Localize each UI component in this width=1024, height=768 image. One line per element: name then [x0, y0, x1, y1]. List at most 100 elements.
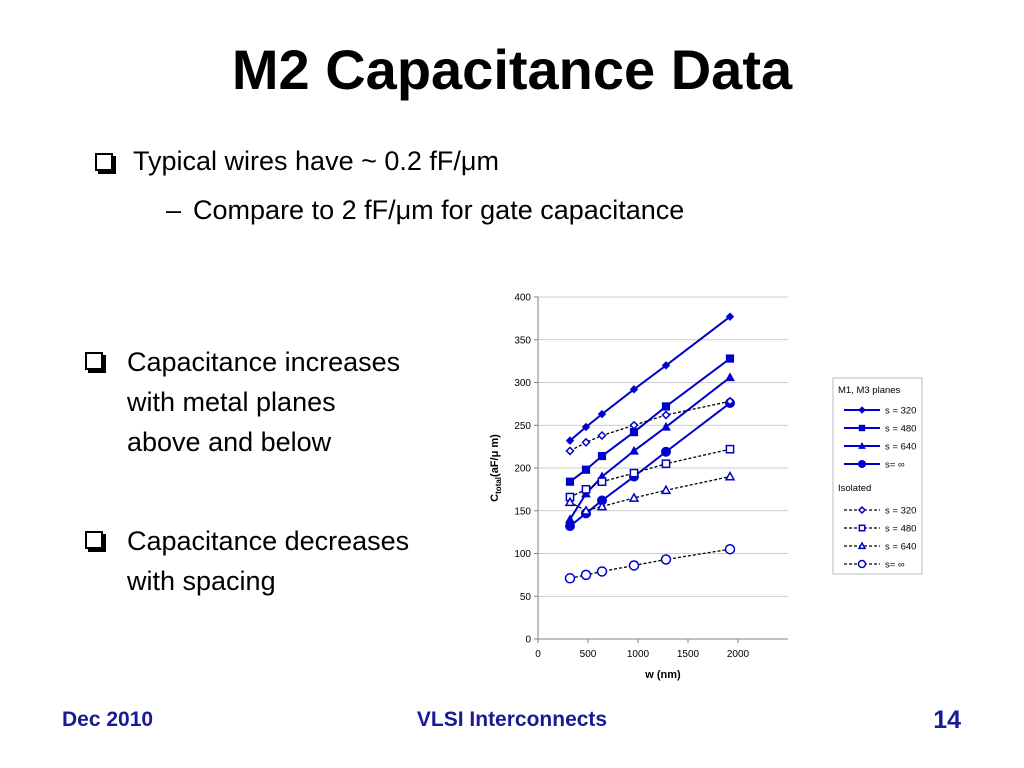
bullet-text-block: Capacitance decreases with spacing: [127, 521, 409, 601]
bullet-text-block: Capacitance increases with metal planes …: [127, 342, 400, 462]
data-point-diamond: [858, 406, 866, 414]
bullet-spacing: Capacitance decreases with spacing: [85, 521, 409, 601]
footer-page-number: 14: [933, 706, 961, 734]
data-point-diamond: [629, 420, 639, 430]
bullet-text: Typical wires have ~ 0.2 fF/μm: [133, 146, 499, 176]
data-point-diamond: [597, 409, 607, 419]
legend-entry: s = 320: [844, 506, 916, 517]
data-point-triangle: [580, 505, 592, 515]
data-point-square: [629, 468, 639, 478]
data-point-square: [858, 524, 866, 532]
data-point-triangle: [858, 441, 866, 449]
series-isolated-diamond: [565, 396, 735, 456]
data-point-circle: [564, 573, 576, 584]
series-line: [569, 315, 731, 442]
x-tick-label: 500: [580, 649, 597, 660]
y-tick-label: 250: [514, 421, 531, 432]
series-line: [569, 448, 731, 498]
square-bullet-icon: [85, 352, 103, 370]
legend-entry: s = 640: [844, 541, 916, 553]
square-bullet-icon: [85, 531, 103, 549]
data-point-diamond: [597, 430, 607, 441]
data-point-triangle: [564, 496, 576, 507]
bullet-line: with spacing: [127, 566, 276, 596]
series-planes-square: [565, 354, 735, 486]
y-tick-label: 0: [525, 635, 531, 646]
y-tick-label: 100: [514, 549, 531, 560]
data-point-triangle: [628, 492, 640, 502]
data-point-triangle: [629, 445, 639, 455]
y-tick-label: 350: [514, 335, 531, 346]
legend-entry: s= ∞: [844, 560, 905, 571]
data-point-triangle: [596, 500, 608, 511]
data-point-diamond: [725, 396, 735, 406]
data-point-diamond: [565, 446, 575, 456]
y-tick-label: 200: [514, 464, 531, 475]
x-tick-label: 1500: [677, 649, 700, 660]
data-point-triangle: [660, 484, 672, 495]
data-point-square: [581, 465, 591, 474]
data-point-square: [581, 485, 591, 494]
legend-entry: s = 480: [844, 524, 916, 535]
bullet-line: with metal planes: [127, 387, 336, 417]
legend-label: s= ∞: [885, 560, 905, 571]
y-tick-label: 400: [514, 293, 531, 304]
y-axis-label: Ctotal(aF/μ m): [489, 434, 503, 502]
bullet-text: Compare to 2 fF/μm for gate capacitance: [193, 195, 685, 225]
dash-bullet-icon: –: [166, 195, 182, 225]
data-point-circle: [660, 554, 672, 565]
data-point-diamond: [581, 422, 591, 432]
data-point-diamond: [565, 436, 575, 445]
data-point-circle: [628, 560, 640, 571]
legend-entry: s = 640: [844, 442, 916, 453]
data-point-circle: [858, 460, 866, 468]
data-point-square: [661, 459, 671, 469]
legend-entry: s= ∞: [844, 460, 905, 471]
data-point-square: [858, 424, 866, 432]
data-point-square: [725, 354, 735, 363]
data-point-circle: [661, 446, 671, 457]
data-point-diamond: [581, 437, 591, 447]
x-tick-label: 1000: [627, 649, 650, 660]
data-point-square: [661, 402, 671, 411]
legend-group-title: M1, M3 planes: [838, 385, 901, 396]
bullet-line: Capacitance increases: [127, 347, 401, 377]
data-point-triangle: [724, 471, 736, 481]
series-planes-diamond: [565, 312, 735, 445]
bullet-line: above and below: [127, 427, 332, 457]
data-point-triangle: [857, 541, 867, 550]
series-line: [569, 475, 731, 512]
data-point-circle: [857, 559, 867, 569]
data-point-square: [597, 451, 607, 461]
data-point-circle: [565, 521, 575, 532]
data-point-diamond: [661, 410, 671, 420]
legend-label: s = 320: [885, 406, 916, 417]
legend-label: s = 480: [885, 524, 916, 535]
bullet-line: Capacitance decreases: [127, 526, 410, 556]
capacitance-chart: 0 50 100 150 200 250 300 350 400 0 500 1000 1500 2000…: [476, 285, 926, 695]
legend-label: s = 640: [885, 442, 916, 453]
bullet-typical-wires: Typical wires have ~ 0.2 fF/μm: [95, 146, 499, 177]
data-point-triangle: [725, 372, 735, 382]
footer-date: Dec 2010: [62, 708, 154, 731]
y-tick-label: 50: [520, 592, 532, 603]
chart-svg: 0 50 100 150 200 250 300 350 400 0 500 1000 1500 2000…: [476, 285, 926, 695]
series-line: [569, 376, 731, 520]
data-point-diamond: [629, 385, 639, 394]
legend-label: s = 480: [885, 424, 916, 435]
legend-entry: s = 320: [844, 406, 916, 417]
slide-title: M2 Capacitance Data: [231, 38, 793, 101]
series-isolated-triangle: [564, 471, 736, 515]
footer-title: VLSI Interconnects: [416, 708, 608, 731]
x-tick-label: 0: [535, 649, 541, 660]
data-point-square: [565, 477, 575, 486]
data-point-circle: [596, 566, 608, 577]
data-point-diamond: [857, 505, 867, 515]
data-point-circle: [580, 569, 592, 581]
y-tick-label: 150: [514, 506, 531, 517]
y-tick-label: 300: [514, 378, 531, 389]
data-point-triangle: [661, 421, 671, 431]
sub-bullet-gate-capacitance: – Compare to 2 fF/μm for gate capacitanc…: [166, 195, 684, 226]
data-point-square: [597, 477, 607, 487]
x-axis-label: w (nm): [644, 669, 681, 681]
